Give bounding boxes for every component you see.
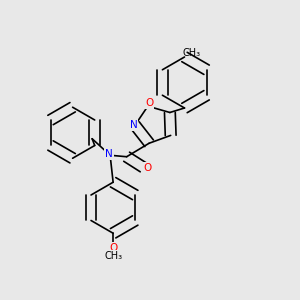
Text: N: N — [105, 149, 113, 159]
Text: CH₃: CH₃ — [183, 47, 201, 58]
Text: O: O — [143, 163, 152, 173]
Text: CH₃: CH₃ — [104, 251, 122, 261]
Text: N: N — [130, 120, 137, 130]
Text: O: O — [145, 98, 154, 108]
Text: O: O — [109, 243, 117, 253]
